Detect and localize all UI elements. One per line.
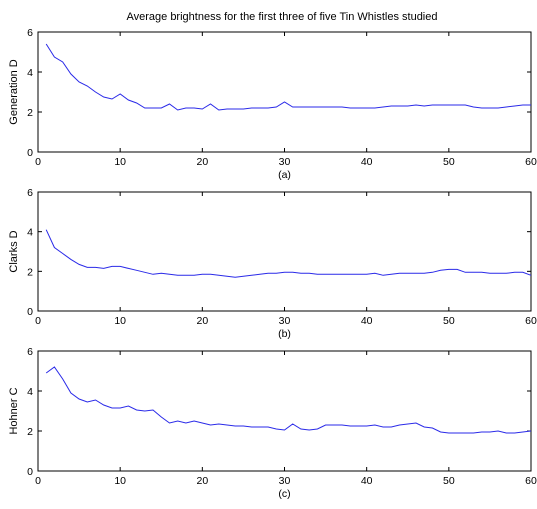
x-tick-label: 30 xyxy=(279,315,291,327)
x-tick-label: 30 xyxy=(279,475,291,487)
plot-area xyxy=(37,350,532,472)
x-tick-label: 40 xyxy=(361,156,373,168)
y-tick-label: 4 xyxy=(27,227,33,239)
panel-caption: (a) xyxy=(278,169,291,181)
y-tick-label: 2 xyxy=(27,107,33,119)
y-tick-label: 2 xyxy=(27,426,33,438)
x-tick-label: 60 xyxy=(525,315,537,327)
x-tick-label: 0 xyxy=(35,156,41,168)
y-axis-label: Hohner C xyxy=(8,387,20,434)
x-tick-label: 0 xyxy=(35,315,41,327)
x-tick-label: 10 xyxy=(114,475,126,487)
series-line-hohner-c xyxy=(45,366,532,434)
y-tick-label: 6 xyxy=(27,27,33,39)
y-tick-label: 0 xyxy=(27,306,33,318)
plot-area xyxy=(37,191,532,312)
x-tick-label: 10 xyxy=(114,315,126,327)
x-tick-label: 40 xyxy=(361,475,373,487)
x-tick-label: 50 xyxy=(443,156,455,168)
panel-caption: (b) xyxy=(278,328,291,340)
x-tick-label: 0 xyxy=(35,475,41,487)
y-tick-label: 0 xyxy=(27,466,33,478)
x-tick-label: 20 xyxy=(196,156,208,168)
x-tick-label: 20 xyxy=(196,315,208,327)
series-line-generation-d xyxy=(45,43,531,111)
panel-hohner-c: 0 10 20 30 40 50 60 0 2 4 6 Hohner C (c) xyxy=(8,346,537,500)
panel-caption: (c) xyxy=(278,488,290,500)
x-tick-label: 60 xyxy=(525,475,537,487)
y-axis-label: Clarks D xyxy=(8,230,20,272)
x-tick-label: 50 xyxy=(443,475,455,487)
panel-generation-d: 0 10 20 30 40 50 60 0 2 4 6 Generation D (a) xyxy=(8,27,537,181)
x-tick-label: 60 xyxy=(525,156,537,168)
x-tick-label: 30 xyxy=(279,156,291,168)
x-tick-label: 20 xyxy=(196,475,208,487)
y-tick-label: 6 xyxy=(27,187,33,199)
figure-title: Average brightness for the first three o… xyxy=(126,11,437,23)
plot-area xyxy=(37,31,532,153)
series-line-clarks-d xyxy=(45,229,532,278)
y-axis-label: Generation D xyxy=(8,59,20,124)
x-tick-label: 10 xyxy=(114,156,126,168)
y-tick-label: 4 xyxy=(27,67,33,79)
x-tick-label: 50 xyxy=(443,315,455,327)
panel-clarks-d: 0 10 20 30 40 50 60 0 2 4 6 Clarks D (b) xyxy=(8,187,537,340)
y-tick-label: 6 xyxy=(27,346,33,358)
y-tick-label: 0 xyxy=(27,147,33,159)
y-tick-label: 2 xyxy=(27,266,33,278)
x-tick-label: 40 xyxy=(361,315,373,327)
y-tick-label: 4 xyxy=(27,386,33,398)
